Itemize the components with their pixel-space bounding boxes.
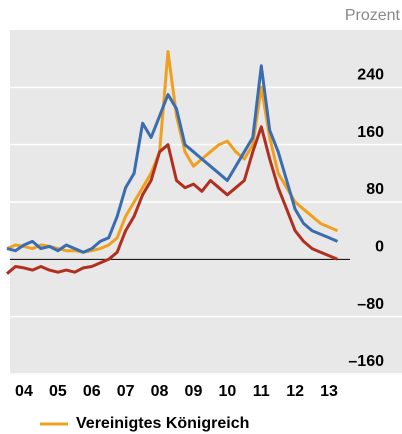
y-tick-label: –80 bbox=[357, 296, 384, 313]
x-tick-label: 10 bbox=[218, 383, 236, 400]
x-tick-label: 09 bbox=[185, 383, 203, 400]
legend-label: Vereinigtes Königreich bbox=[76, 415, 249, 432]
x-tick-label: 08 bbox=[151, 383, 169, 400]
x-tick-label: 12 bbox=[286, 383, 304, 400]
x-tick-label: 05 bbox=[49, 383, 67, 400]
y-tick-label: 0 bbox=[375, 239, 384, 256]
x-tick-label: 13 bbox=[320, 383, 338, 400]
series-line bbox=[6, 64, 339, 254]
y-tick-label: –160 bbox=[348, 353, 384, 370]
x-tick-label: 11 bbox=[253, 383, 270, 400]
x-tick-label: 07 bbox=[117, 383, 135, 400]
x-tick-label: 04 bbox=[15, 383, 33, 400]
y-tick-label: 80 bbox=[366, 181, 384, 198]
y-tick-label: 160 bbox=[357, 124, 384, 141]
y-tick-label: 240 bbox=[357, 67, 384, 84]
series-line bbox=[6, 125, 339, 275]
y-axis-unit: Prozent bbox=[345, 7, 401, 24]
x-tick-label: 06 bbox=[83, 383, 101, 400]
